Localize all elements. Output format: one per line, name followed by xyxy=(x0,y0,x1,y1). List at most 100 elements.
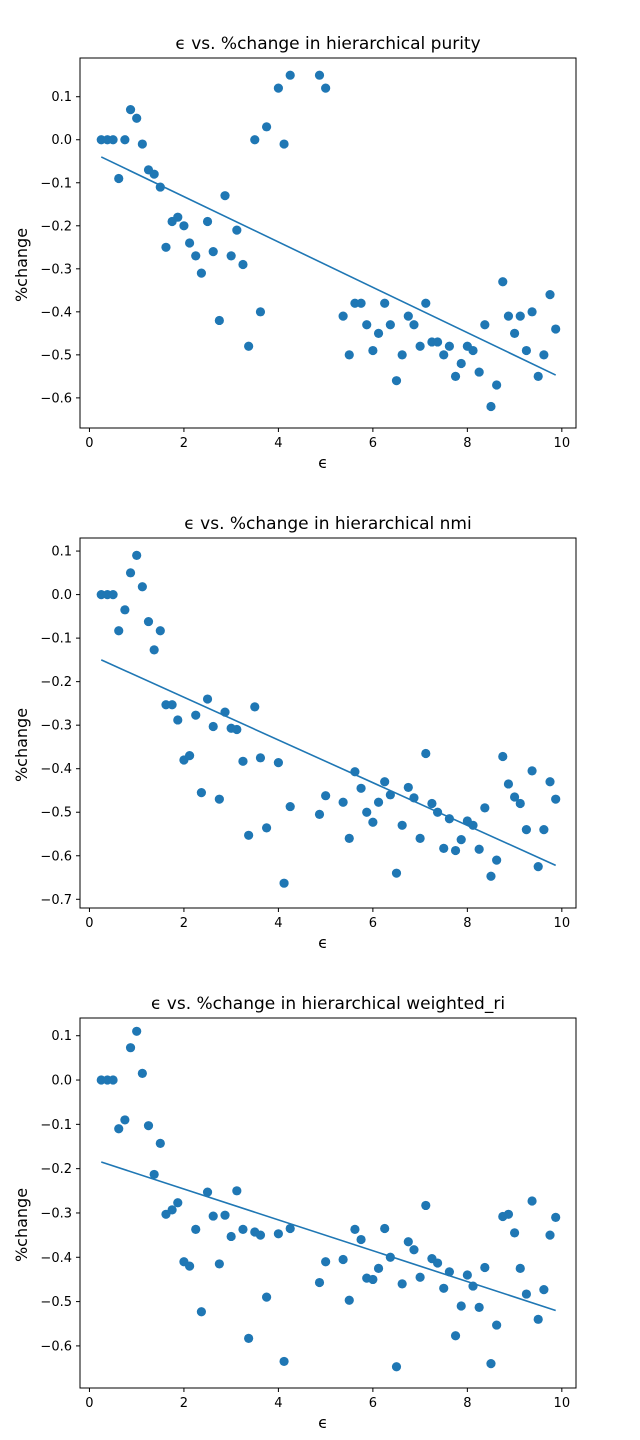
data-point xyxy=(314,70,325,80)
data-point xyxy=(362,807,372,817)
data-point xyxy=(314,809,325,820)
y-axis-label: %change xyxy=(12,708,31,782)
data-point xyxy=(474,1302,484,1312)
fit-line xyxy=(101,1161,556,1312)
data-point xyxy=(373,328,384,338)
data-point xyxy=(273,83,283,93)
data-point xyxy=(509,328,520,338)
data-point xyxy=(456,1301,466,1311)
x-tick-label: 10 xyxy=(554,1396,571,1411)
x-tick-label: 8 xyxy=(463,916,471,931)
data-point xyxy=(279,878,289,888)
y-tick-label: −0.3 xyxy=(40,1206,72,1221)
data-point xyxy=(321,791,331,801)
data-point xyxy=(255,753,266,763)
data-point xyxy=(421,1200,431,1211)
x-tick-label: 4 xyxy=(274,436,282,451)
data-point xyxy=(173,715,183,725)
data-point xyxy=(143,616,154,627)
y-tick-label: −0.5 xyxy=(40,806,72,821)
data-point xyxy=(380,1223,390,1234)
plot-frame xyxy=(79,1017,577,1389)
data-point xyxy=(232,225,242,235)
data-point xyxy=(108,589,118,600)
y-tick-label: −0.4 xyxy=(40,305,72,320)
x-tick-label: 0 xyxy=(85,1396,93,1411)
data-point xyxy=(261,823,272,833)
data-point xyxy=(385,320,395,330)
y-tick-label: −0.5 xyxy=(40,1295,72,1310)
data-point xyxy=(356,298,366,308)
data-point xyxy=(137,1068,147,1078)
data-point xyxy=(108,135,118,145)
x-tick-label: 2 xyxy=(180,916,188,931)
data-point xyxy=(545,290,555,300)
data-point xyxy=(279,1356,289,1367)
data-point xyxy=(125,1043,136,1053)
data-point xyxy=(137,139,147,149)
data-point xyxy=(338,311,348,321)
data-point xyxy=(356,1234,366,1245)
data-point xyxy=(114,626,124,636)
data-point xyxy=(279,139,289,149)
chart-title: ϵ vs. %change in hierarchical nmi xyxy=(184,514,471,534)
data-point xyxy=(545,777,555,787)
y-tick-label: −0.2 xyxy=(40,219,72,234)
x-tick-label: 4 xyxy=(274,1396,282,1411)
data-point xyxy=(214,315,224,326)
data-point xyxy=(161,242,171,252)
data-point xyxy=(250,702,260,712)
data-point xyxy=(321,83,331,93)
data-point xyxy=(421,298,431,308)
data-point xyxy=(515,1263,525,1273)
data-point xyxy=(480,803,490,813)
x-axis-label: ϵ xyxy=(318,1413,328,1432)
data-point xyxy=(344,350,354,360)
data-point xyxy=(184,238,195,248)
data-point xyxy=(368,345,378,356)
chart-title: ϵ vs. %change in hierarchical purity xyxy=(175,34,480,54)
data-point xyxy=(503,779,514,789)
data-point xyxy=(509,1228,520,1238)
x-tick-label: 6 xyxy=(369,436,377,451)
data-point xyxy=(468,345,478,356)
x-tick-label: 2 xyxy=(180,1396,188,1411)
data-point xyxy=(238,1224,248,1234)
data-point xyxy=(338,1254,348,1265)
data-point xyxy=(321,1257,331,1267)
data-point xyxy=(551,324,561,334)
x-tick-label: 10 xyxy=(554,436,571,451)
data-point xyxy=(462,1270,472,1280)
data-point xyxy=(368,1274,378,1285)
data-point xyxy=(214,794,224,804)
data-point xyxy=(397,350,407,360)
data-point xyxy=(344,1295,354,1305)
data-point xyxy=(255,1230,266,1240)
data-point xyxy=(486,1359,496,1369)
x-tick-label: 2 xyxy=(180,436,188,451)
data-point xyxy=(533,1314,543,1324)
y-tick-label: −0.1 xyxy=(40,632,72,647)
data-point xyxy=(403,1237,413,1247)
y-tick-label: −0.1 xyxy=(40,1118,72,1133)
data-point xyxy=(114,1124,124,1134)
data-point xyxy=(132,550,142,561)
data-point xyxy=(450,1331,461,1341)
data-point xyxy=(356,783,366,793)
data-point xyxy=(149,169,159,179)
data-point xyxy=(273,1229,283,1239)
y-tick-label: −0.5 xyxy=(40,348,72,363)
data-point xyxy=(439,843,449,853)
data-point xyxy=(456,835,466,845)
data-point xyxy=(439,350,449,360)
data-point xyxy=(338,797,348,807)
x-tick-label: 10 xyxy=(554,916,571,931)
data-point xyxy=(456,358,466,369)
data-point xyxy=(232,1186,242,1196)
chart-panel-1: ϵ vs. %change in hierarchical purity 0 2 4 6… xyxy=(12,34,577,472)
data-point xyxy=(285,1223,295,1234)
data-point xyxy=(415,341,425,351)
data-point xyxy=(498,751,508,762)
data-point xyxy=(503,311,514,321)
